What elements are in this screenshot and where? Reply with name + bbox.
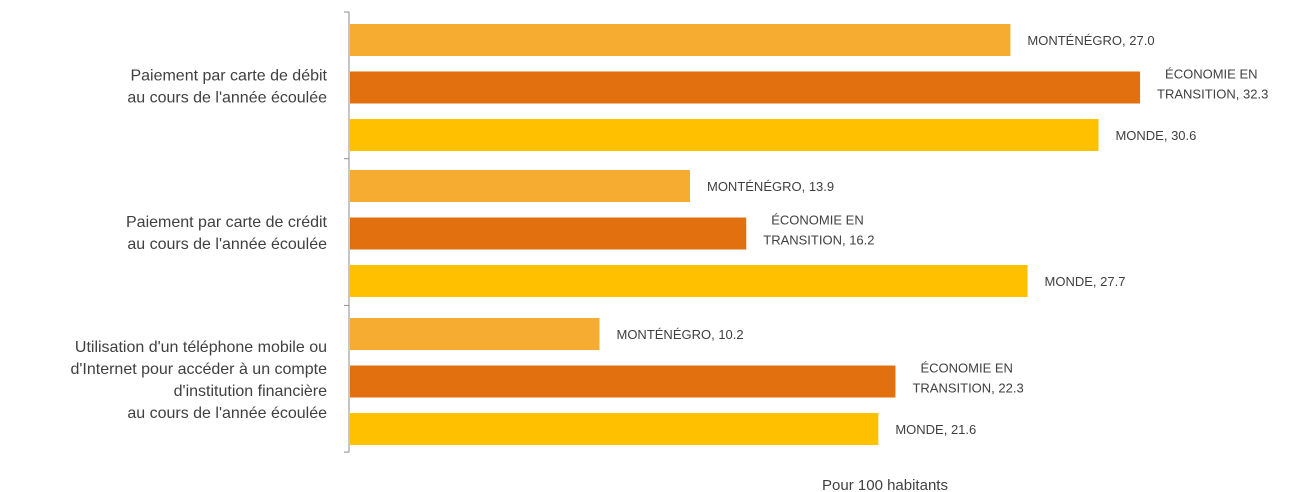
category-label: d'institution financière <box>174 383 327 400</box>
data-label: TRANSITION, 32.3 <box>1157 87 1268 102</box>
category-labels: Paiement par carte de débit au cours de l… <box>70 67 327 421</box>
y-axis <box>344 11 350 453</box>
data-label: ÉCONOMIE EN <box>1165 67 1257 82</box>
bar-monde <box>350 119 1099 151</box>
data-labels: MONTÉNÉGRO, 27.0 ÉCONOMIE EN TRANSITION, 3… <box>616 33 1268 437</box>
bar--conomie-en-transition <box>350 71 1141 104</box>
data-label: MONDE, 27.7 <box>1045 274 1126 289</box>
data-label: TRANSITION, 16.2 <box>763 233 874 248</box>
data-label: TRANSITION, 22.3 <box>912 381 1023 396</box>
x-axis-title: Pour 100 habitants <box>822 477 948 492</box>
bar-mont-n-gro <box>350 24 1011 56</box>
category-label: Paiement par carte de débit <box>130 67 327 84</box>
bar-mont-n-gro <box>350 170 690 202</box>
data-label: MONTÉNÉGRO, 10.2 <box>616 327 743 342</box>
category-label: Utilisation d'un téléphone mobile ou <box>75 339 327 356</box>
data-label: ÉCONOMIE EN <box>920 361 1012 376</box>
bar--conomie-en-transition <box>350 365 896 398</box>
bar-monde <box>350 265 1028 297</box>
bar-mont-n-gro <box>350 318 600 350</box>
data-label: MONTÉNÉGRO, 13.9 <box>707 179 834 194</box>
data-label: ÉCONOMIE EN <box>771 213 863 228</box>
data-label: MONTÉNÉGRO, 27.0 <box>1027 33 1154 48</box>
category-label: au cours de l'année écoulée <box>127 236 327 253</box>
category-label: Paiement par carte de crédit <box>126 214 328 231</box>
category-label: au cours de l'année écoulée <box>127 89 327 106</box>
category-label: d'Internet pour accéder à un compte <box>70 361 327 378</box>
bar--conomie-en-transition <box>350 217 747 250</box>
data-label: MONDE, 21.6 <box>895 422 976 437</box>
bars <box>350 24 1141 445</box>
category-label: au cours de l'année écoulée <box>127 405 327 422</box>
data-label: MONDE, 30.6 <box>1115 128 1196 143</box>
bar-monde <box>350 413 879 445</box>
